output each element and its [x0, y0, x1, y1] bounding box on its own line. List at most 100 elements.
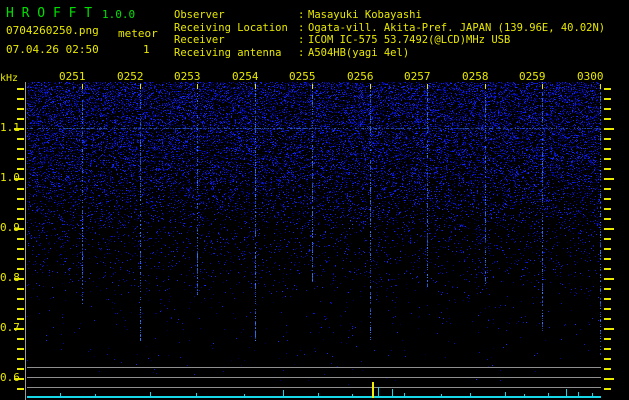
y-axis-tick-left: [17, 308, 24, 310]
y-axis-label: 0.7: [0, 321, 20, 334]
y-axis-tick-right: [604, 298, 611, 300]
cyan-amplitude-spike: [150, 392, 151, 396]
y-axis-tick-left: [14, 178, 24, 180]
y-axis-tick-left: [14, 128, 24, 130]
y-axis-tick-left: [17, 98, 24, 100]
cyan-amplitude-spike: [60, 393, 61, 396]
y-axis-tick-left: [17, 368, 24, 370]
y-axis-label: 0.8: [0, 271, 20, 284]
y-axis-tick-right: [604, 308, 611, 310]
x-axis-label: 0258: [462, 70, 489, 83]
event-type-label: meteor: [118, 27, 158, 40]
meteor-echo-marker: [372, 382, 374, 398]
y-axis-tick-right: [604, 118, 611, 120]
y-axis-label: 1.0: [0, 171, 20, 184]
cyan-amplitude-spike: [548, 393, 549, 396]
y-axis-tick-left: [17, 388, 24, 390]
y-axis-tick-left: [17, 338, 24, 340]
date-time-label: 07.04.26 02:50: [6, 43, 99, 56]
x-axis-tick: [140, 84, 141, 89]
x-axis-tick: [370, 84, 371, 89]
y-axis-tick-right: [604, 318, 611, 320]
y-axis-tick-right: [604, 258, 611, 260]
y-axis-tick-right: [604, 88, 611, 90]
y-axis-tick-left: [14, 278, 24, 280]
info-row-key: Observer: [174, 9, 225, 21]
y-axis-tick-right: [604, 138, 611, 140]
y-axis-tick-right: [604, 278, 614, 280]
x-axis-tick: [542, 84, 543, 89]
cyan-amplitude-spike: [318, 393, 319, 396]
gray-baseline-3: [27, 387, 601, 388]
cyan-amplitude-spike: [470, 393, 471, 396]
y-axis-tick-left: [14, 378, 24, 380]
y-axis-tick-left: [17, 88, 24, 90]
info-row-value: Masayuki Kobayashi: [308, 9, 422, 21]
y-axis-tick-right: [604, 388, 611, 390]
cyan-amplitude-spike: [505, 392, 506, 396]
y-axis-tick-left: [17, 238, 24, 240]
y-axis-label: 0.9: [0, 221, 20, 234]
spectrogram-panel: kHz 1.1 1.0 0.9 0.8 0.7 0.6 0251 0252 0253 0254 0…: [0, 70, 629, 400]
app-version: 1.0.0: [102, 8, 136, 21]
y-axis-tick-right: [604, 368, 611, 370]
gray-baseline-1: [27, 367, 601, 368]
y-axis-tick-right: [604, 188, 611, 190]
info-row: Observer: Masayuki Kobayashi: [174, 9, 605, 22]
observation-info-block: Observer: Masayuki Kobayashi Receiving Loc…: [174, 9, 605, 59]
cyan-amplitude-spike: [441, 394, 442, 396]
y-axis-label: 1.1: [0, 121, 20, 134]
y-axis-tick-right: [604, 328, 614, 330]
info-row-value: ICOM IC-575 53.7492(@LCD)MHz USB: [308, 34, 511, 47]
y-axis-tick-left: [17, 208, 24, 210]
cyan-amplitude-spike: [378, 387, 379, 396]
event-count-label: 1: [143, 43, 150, 56]
y-axis-tick-left: [17, 148, 24, 150]
cyan-amplitude-spike: [244, 394, 245, 396]
cyan-amplitude-spike: [592, 393, 593, 396]
y-axis-line: [25, 82, 26, 400]
info-row: Receiver: ICOM IC-575 53.7492(@LCD)MHz US…: [174, 34, 605, 47]
y-axis-tick-right: [604, 248, 611, 250]
x-axis-tick: [197, 84, 198, 89]
y-axis-tick-left: [17, 348, 24, 350]
y-axis-tick-right: [604, 208, 611, 210]
x-axis-tick: [82, 84, 83, 89]
y-axis-tick-right: [604, 218, 611, 220]
y-axis-tick-right: [604, 358, 611, 360]
spectrogram-canvas: [27, 82, 601, 400]
y-axis-tick-left: [14, 228, 24, 230]
spectrogram-image: [27, 82, 601, 400]
cyan-amplitude-spike: [392, 389, 393, 396]
y-axis-tick-right: [604, 338, 611, 340]
y-axis-tick-left: [17, 218, 24, 220]
cyan-amplitude-spike: [352, 394, 353, 396]
yaxis-unit-label: kHz: [0, 73, 19, 84]
cyan-amplitude-spike: [524, 394, 525, 396]
y-axis-tick-right: [604, 168, 611, 170]
info-row-separator: :: [298, 21, 305, 34]
x-axis-tick: [255, 84, 256, 89]
y-axis-tick-left: [17, 318, 24, 320]
info-row-key: Receiving Location: [174, 21, 288, 34]
y-axis-tick-left: [17, 188, 24, 190]
y-axis-tick-left: [17, 198, 24, 200]
y-axis-tick-right: [604, 198, 611, 200]
info-row-separator: :: [298, 9, 305, 21]
y-axis-tick-right: [604, 348, 611, 350]
y-axis-tick-left: [14, 328, 24, 330]
y-axis-tick-left: [17, 288, 24, 290]
y-axis-tick-right: [604, 178, 614, 180]
x-axis-label: 0259: [519, 70, 546, 83]
x-axis-tick: [312, 84, 313, 89]
header-panel: H R O F F T 1.0.0 0704260250.png 07.04.2…: [0, 0, 629, 70]
x-axis-label: 0254: [232, 70, 259, 83]
y-axis-tick-right: [604, 238, 611, 240]
file-name-label: 0704260250.png: [6, 24, 99, 37]
y-axis-tick-left: [17, 118, 24, 120]
y-axis-tick-right: [604, 268, 611, 270]
y-axis-tick-left: [17, 298, 24, 300]
x-axis-label: 0257: [404, 70, 431, 83]
info-row-separator: :: [298, 34, 305, 47]
